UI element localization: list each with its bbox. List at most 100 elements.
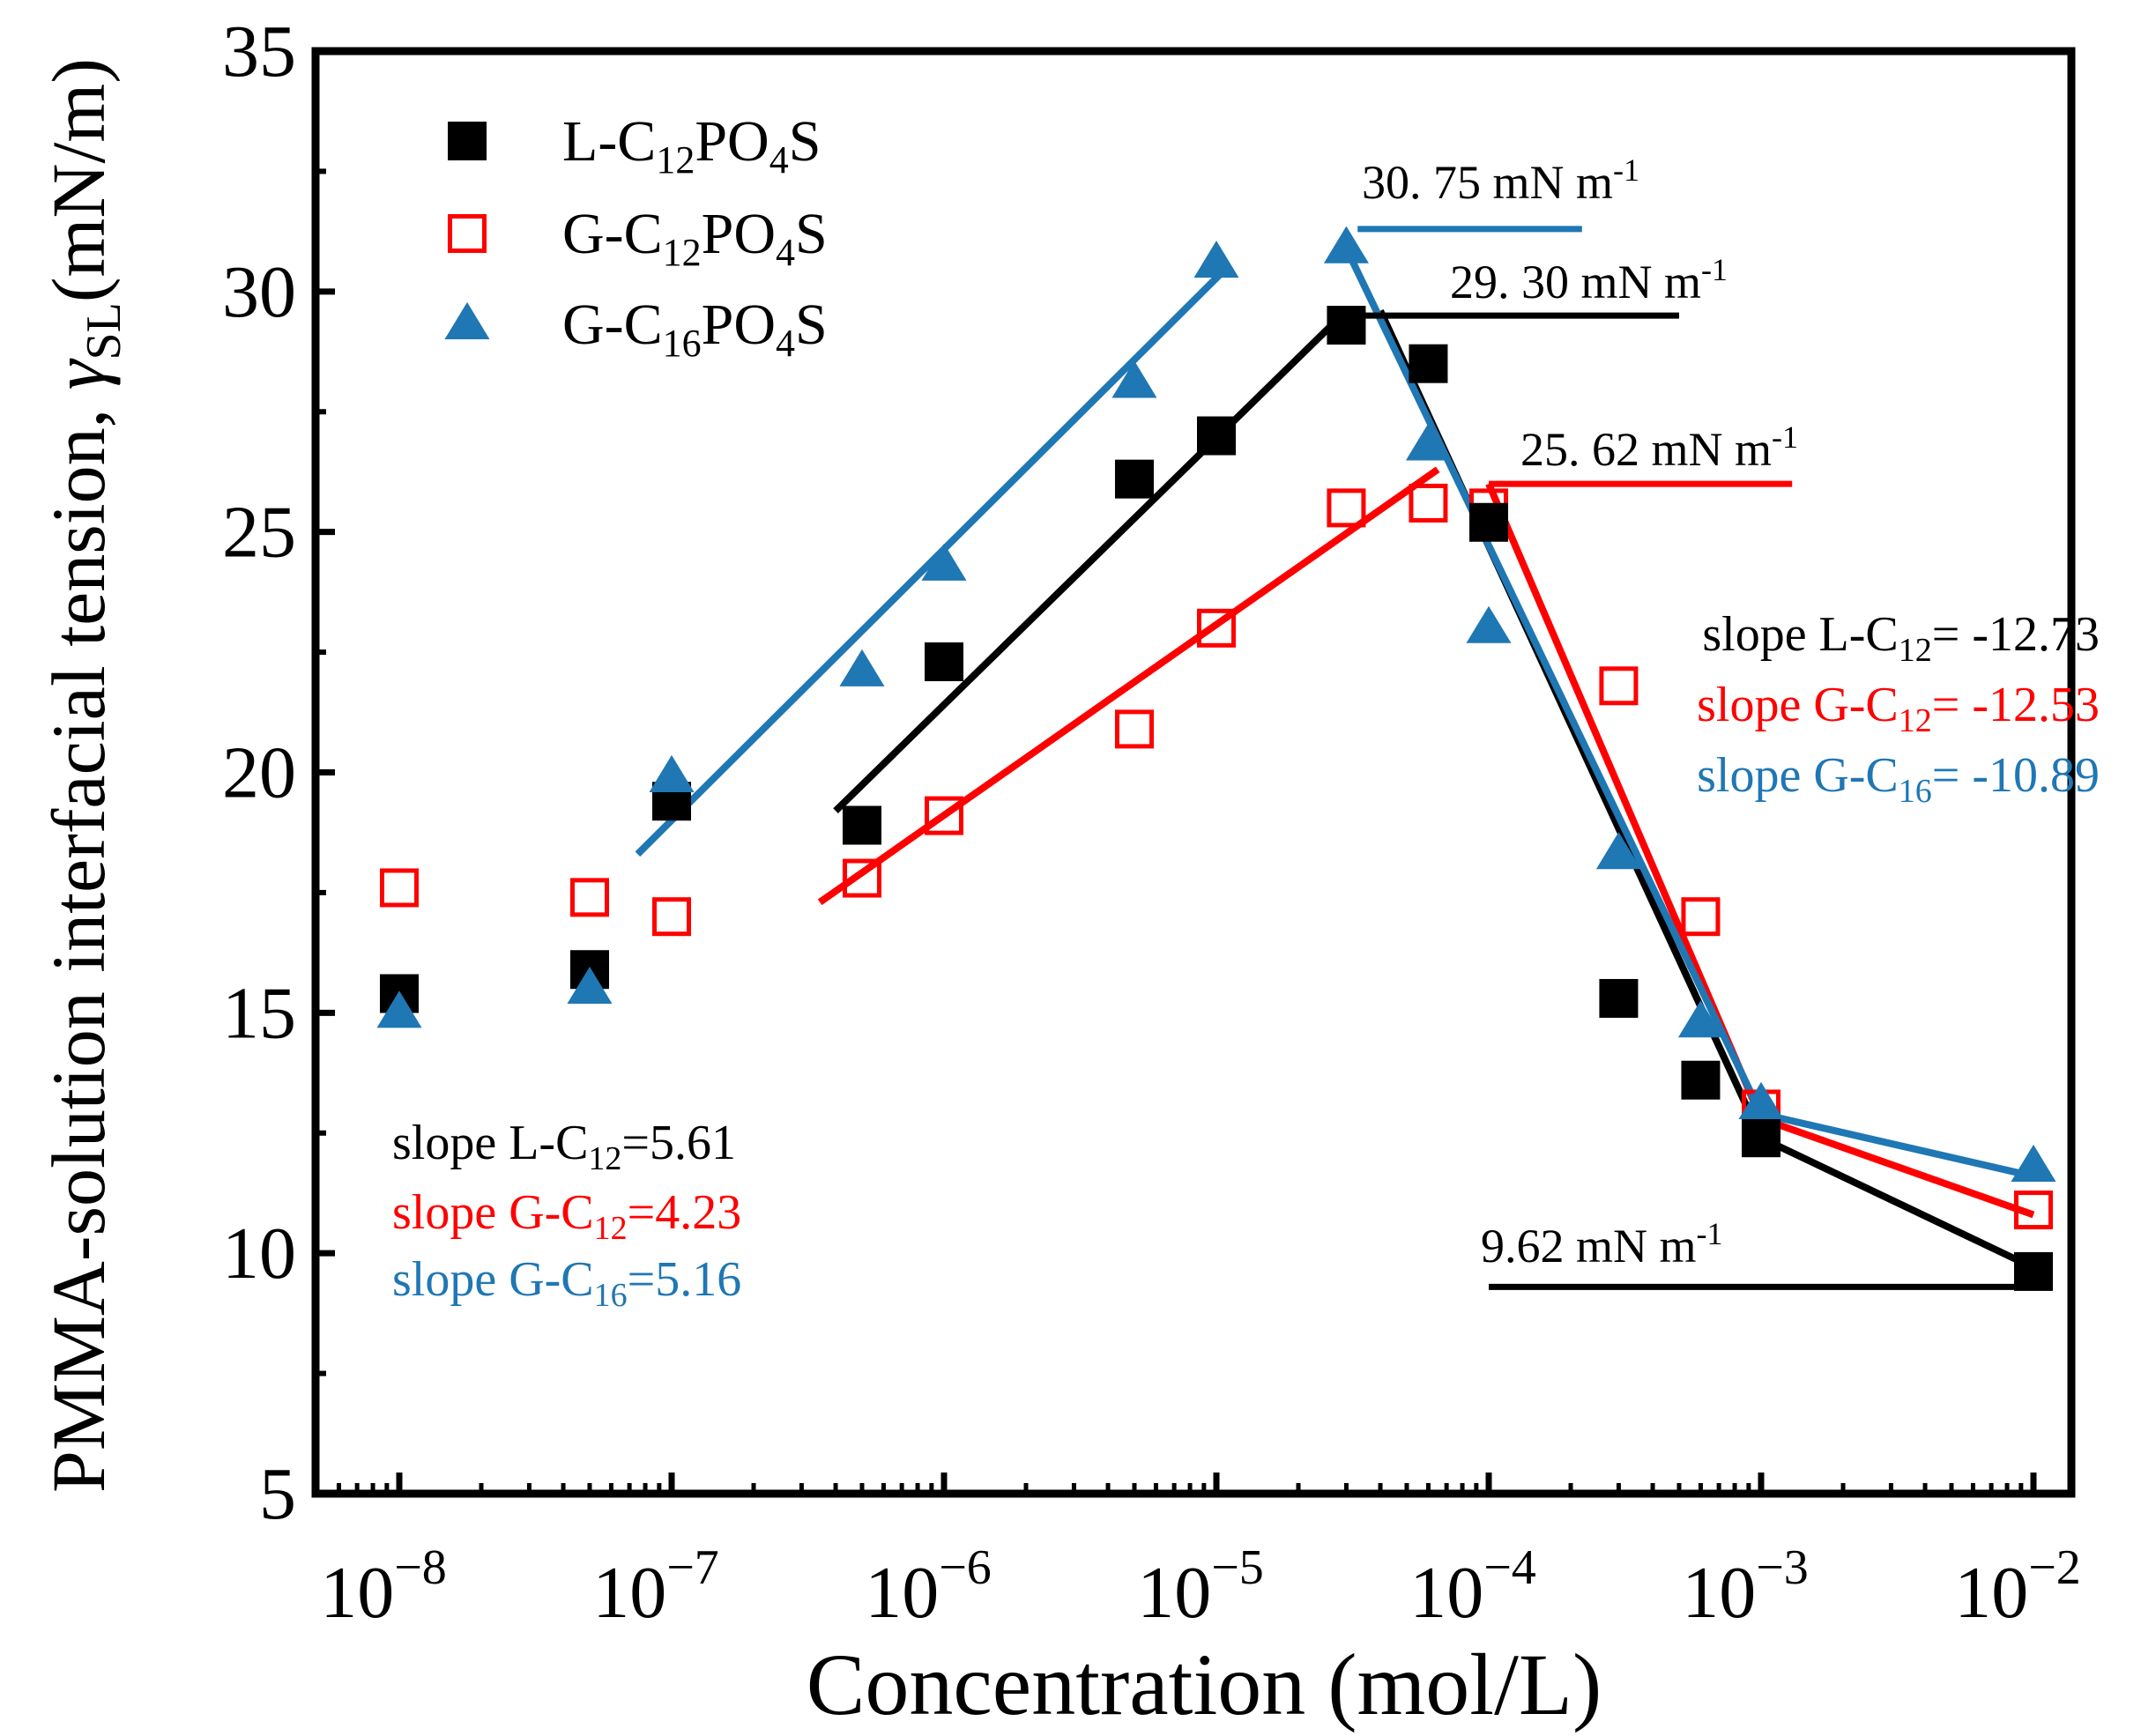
fit-line	[1342, 246, 1765, 1116]
data-point	[1327, 488, 1366, 528]
reference-label-value: 30. 75 mN m	[1362, 156, 1613, 209]
fit-line	[1759, 1115, 2035, 1219]
slope-annotation-value: = -10.89	[1932, 748, 2100, 803]
x-tick-exponent: −3	[1756, 1540, 1809, 1595]
slope-annotation-right: slope G-C12= -12.53	[1697, 678, 2100, 739]
reference-label: 9.62 mN m-1	[1481, 1216, 1723, 1272]
x-tick-base: 10	[865, 1552, 939, 1634]
slope-annotation-sub: 12	[594, 1210, 628, 1247]
data-point	[842, 805, 881, 845]
data-point	[2014, 1251, 2053, 1291]
x-tick-exponent: −5	[1211, 1540, 1264, 1595]
legend-label: G-C12PO4S	[562, 202, 828, 274]
data-point	[567, 966, 613, 1005]
reference-label-value: 9.62 mN m	[1481, 1220, 1697, 1272]
data-point	[2011, 1144, 2056, 1182]
legend-label-sub: 12	[656, 138, 695, 182]
data-point	[1114, 459, 1154, 499]
data-point	[1469, 502, 1508, 542]
y-tick-label: 30	[222, 251, 296, 333]
data-point	[1599, 666, 1639, 706]
legend-label-mid: PO	[695, 109, 769, 174]
data-point	[1677, 1000, 1723, 1038]
legend-label-base: L-C	[562, 109, 656, 174]
legend-label-mid: PO	[702, 293, 776, 357]
y-tick-label: 35	[222, 11, 296, 93]
data-point	[1409, 483, 1448, 523]
x-tick-exponent: −2	[2028, 1540, 2081, 1595]
y-axis-title: PMMA-solution interfacial tension, γSL(m…	[36, 58, 131, 1493]
fit-lines	[635, 246, 2035, 1272]
slope-annotation-value: = -12.53	[1932, 678, 2100, 732]
x-tick-exponent: −7	[666, 1540, 719, 1595]
reference-label: 30. 75 mN m-1	[1362, 152, 1639, 209]
y-tick-label: 15	[222, 972, 296, 1054]
x-tick-base: 10	[1682, 1552, 1756, 1634]
x-tick-label: 10−7	[592, 1540, 719, 1634]
data-point	[569, 878, 609, 917]
data-point	[925, 642, 963, 681]
slope-annotation-left: slope L-C12=5.61	[392, 1116, 736, 1177]
x-tick-label: 10−4	[1409, 1540, 1536, 1634]
data-point	[1409, 344, 1448, 383]
y-tick-label: 10	[222, 1213, 296, 1295]
data-point	[1197, 608, 1236, 648]
data-point	[1327, 306, 1366, 345]
fit-line	[1759, 1134, 2035, 1272]
x-tick-label: 10−6	[865, 1540, 992, 1634]
y-axis-title-main: PMMA-solution interfacial tension,	[36, 389, 121, 1493]
legend-label-sub: 12	[663, 231, 702, 274]
data-point	[1111, 360, 1157, 398]
slope-annotation-sub: 12	[1899, 632, 1932, 669]
x-tick-label: 10−2	[1954, 1540, 2081, 1634]
x-tick-base: 10	[1137, 1552, 1211, 1634]
data-point	[1681, 1060, 1721, 1100]
y-tick-label: 25	[222, 492, 296, 574]
legend-label-base: G-C	[562, 202, 663, 266]
reference-label-value: 29. 30 mN m	[1450, 256, 1701, 308]
data-point	[1599, 978, 1639, 1018]
data-point	[925, 796, 963, 835]
legend-label-end: S	[795, 202, 828, 266]
data-point	[1738, 1081, 1784, 1120]
data-point	[842, 858, 881, 898]
reference-label-exponent: -1	[1613, 152, 1639, 188]
data-point	[380, 868, 419, 908]
slope-annotation-right: slope G-C16= -10.89	[1697, 748, 2100, 810]
legend-label: G-C16PO4S	[562, 293, 828, 365]
data-point	[1114, 709, 1154, 749]
slope-annotation-prefix: slope L-C	[1702, 607, 1898, 662]
reference-label-exponent: -1	[1701, 252, 1728, 287]
data-point	[1742, 1118, 1780, 1158]
slope-annotation-value: = -12.73	[1932, 607, 2100, 662]
slope-annotation-value: =5.61	[621, 1116, 736, 1170]
legend-label-sub: 4	[776, 231, 795, 274]
fit-line	[1760, 1110, 2034, 1180]
data-points	[376, 226, 2056, 1291]
data-point	[1681, 897, 1721, 937]
data-point	[376, 990, 422, 1028]
legend-label-mid: PO	[702, 202, 776, 266]
slope-annotation-prefix: slope G-C	[1697, 678, 1899, 732]
legend-label: L-C12PO4S	[562, 109, 821, 182]
slope-annotation-value: =5.16	[628, 1252, 742, 1307]
y-tick-label: 20	[222, 732, 296, 814]
slope-annotation-left: slope G-C12=4.23	[392, 1185, 741, 1247]
data-point	[1197, 416, 1236, 456]
legend-marker	[444, 301, 490, 340]
legend-label-end: S	[795, 293, 828, 357]
fit-line	[635, 270, 1225, 857]
reference-label: 25. 62 mN m-1	[1520, 419, 1798, 476]
x-tick-exponent: −8	[394, 1540, 447, 1595]
legend-label-end: S	[789, 109, 821, 174]
data-point	[921, 543, 967, 581]
legend-label-sub: 4	[769, 138, 789, 182]
x-tick-base: 10	[320, 1552, 394, 1634]
legend-label-base: G-C	[562, 293, 663, 357]
data-point	[649, 754, 695, 792]
data-point	[839, 649, 885, 686]
fit-line	[833, 308, 1349, 814]
